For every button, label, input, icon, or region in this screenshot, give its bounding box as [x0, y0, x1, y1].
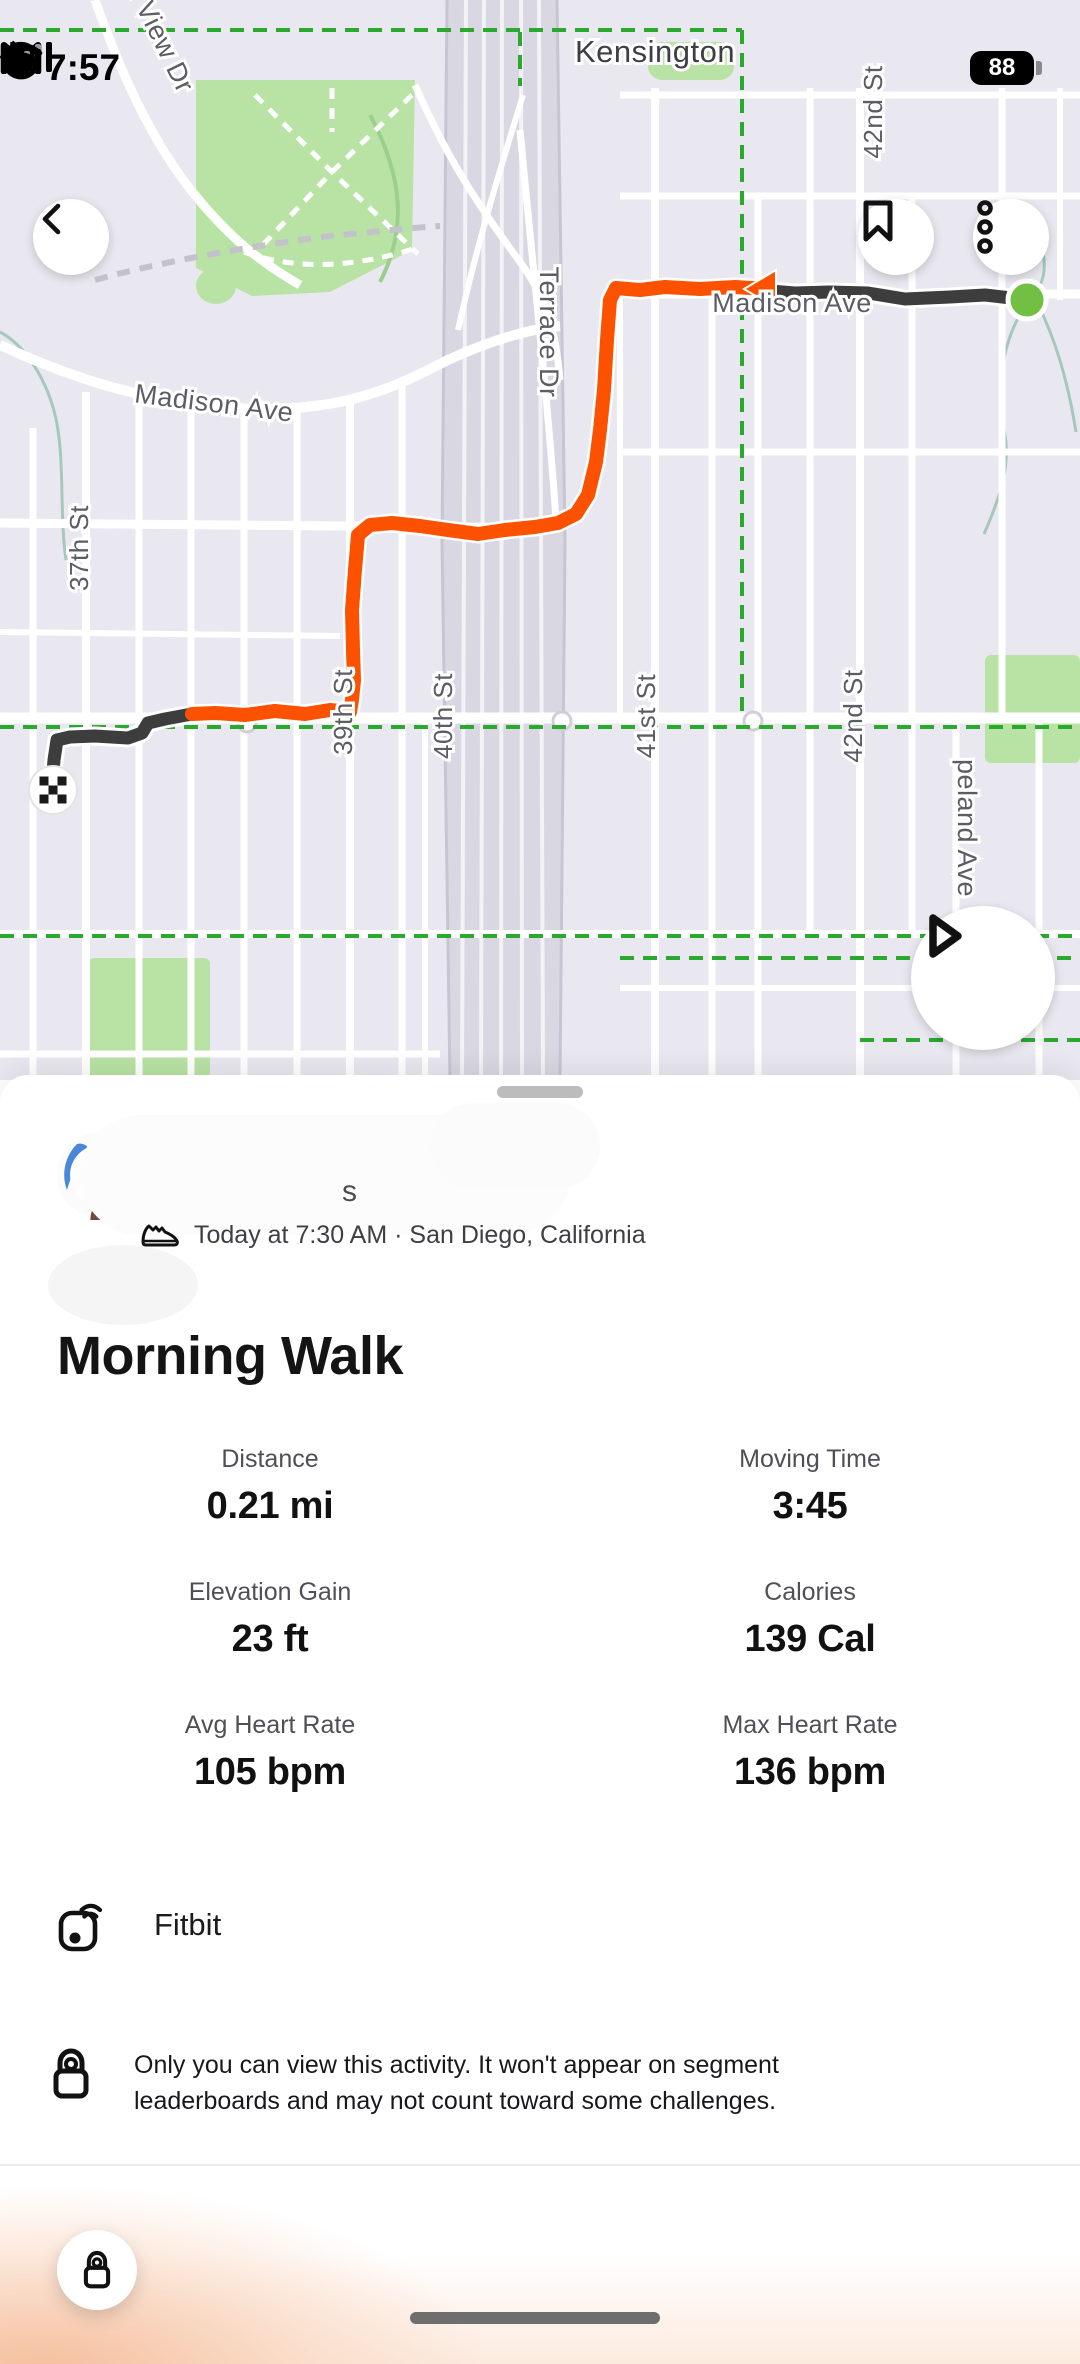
street-label: Kensington [575, 34, 735, 69]
activity-detail-card: s Today at 7:30 AM · San Diego, Californ… [0, 1075, 1080, 2364]
stat-distance: Distance 0.21 mi [0, 1445, 540, 1528]
street-label: 42nd St [858, 65, 888, 158]
route-walked-start-segment [755, 283, 1035, 307]
stat-moving-time: Moving Time 3:45 [540, 1445, 1080, 1528]
stat-value: 136 bpm [733, 1751, 887, 1793]
route-finish-flag [28, 765, 78, 815]
scribble-smudge [48, 1245, 198, 1325]
street-label: Madison Ave [712, 288, 872, 318]
stat-value: 3:45 [772, 1485, 848, 1527]
play-icon [929, 914, 962, 958]
more-options-button[interactable] [973, 199, 1049, 275]
back-button[interactable] [33, 199, 109, 275]
walk-shoe-icon [141, 1224, 179, 1246]
park-stream [368, 114, 400, 283]
activity-title: Morning Walk [57, 1326, 403, 1386]
stat-label: Moving Time [739, 1445, 881, 1473]
activity-date-location: Today at 7:30 AM · San Diego, California [194, 1221, 646, 1249]
athlete-name-remnant: s [342, 1175, 357, 1208]
street-label: 39th St [328, 669, 358, 755]
stat-avg-heart-rate: Avg Heart Rate 105 bpm [0, 1711, 540, 1794]
activity-meta-row: Today at 7:30 AM · San Diego, California [140, 1221, 646, 1250]
route-walked-end-segment [46, 707, 199, 779]
street-label: 42nd St [838, 669, 868, 762]
bookmark-button[interactable] [858, 199, 934, 275]
bottom-gradient [0, 2165, 1080, 2364]
stats-grid: Distance 0.21 mi Moving Time 3:45 Elevat… [0, 1445, 1080, 1794]
street-label: 40th St [428, 673, 458, 759]
privacy-line-2: leaderboards and may not count toward so… [134, 2087, 777, 2115]
device-name: Fitbit [154, 1907, 222, 1942]
route-direction-arrow [742, 268, 777, 310]
play-flyby-button[interactable] [911, 906, 1055, 1050]
chevron-left-icon [42, 203, 61, 235]
road-network [0, 0, 1080, 1080]
battery-icon: 88 [970, 51, 1042, 85]
park-trails [243, 88, 420, 267]
lock-icon [83, 2250, 111, 2289]
privacy-note-row: Only you can view this activity. It won'… [52, 2047, 904, 2119]
stat-label: Distance [221, 1445, 319, 1473]
street-label: Terrace Dr [534, 266, 564, 397]
route-highlight-segment [185, 280, 773, 722]
stat-label: Calories [764, 1578, 856, 1606]
wifi-icon [1, 43, 43, 73]
bookmark-icon [863, 200, 893, 242]
dirt-road [94, 223, 441, 283]
stat-max-heart-rate: Max Heart Rate 136 bpm [540, 1711, 1080, 1794]
street-label: 41st St [631, 674, 661, 759]
recording-device-row: Fitbit [58, 1897, 221, 1953]
street-label: peland Ave [952, 759, 982, 897]
stat-label: Avg Heart Rate [184, 1711, 356, 1739]
kebab-menu-icon [977, 200, 993, 254]
park-areas [88, 42, 1080, 1078]
stat-calories: Calories 139 Cal [540, 1578, 1080, 1661]
stat-value: 23 ft [231, 1618, 309, 1660]
battery-percent: 88 [988, 54, 1016, 81]
neighborhood-boundary [0, 28, 1080, 1042]
status-bar: 7:57 [0, 40, 1080, 96]
lock-icon [53, 2048, 89, 2099]
stat-label: Elevation Gain [188, 1578, 352, 1606]
activity-map[interactable]: Kensington n View Dr Madison Ave Madison Av… [0, 0, 1080, 1080]
stat-value: 139 Cal [744, 1618, 876, 1660]
stat-value: 105 bpm [193, 1751, 347, 1793]
privacy-lock-button[interactable] [57, 2230, 137, 2310]
stat-value: 0.21 mi [206, 1485, 334, 1527]
sheet-drag-handle[interactable] [497, 1086, 583, 1098]
name-scribble [430, 1103, 600, 1189]
stat-elevation-gain: Elevation Gain 23 ft [0, 1578, 540, 1661]
privacy-line-1: Only you can view this activity. It won'… [134, 2051, 779, 2079]
stat-label: Max Heart Rate [722, 1711, 898, 1739]
privacy-note-text: Only you can view this activity. It won'… [134, 2047, 904, 2119]
fitbit-device-icon [58, 1903, 103, 1952]
system-gesture-bar[interactable] [410, 2312, 660, 2324]
clock-time: 7:57 [46, 47, 121, 88]
route-start-marker [1005, 278, 1049, 322]
street-label: 37th St [64, 505, 94, 591]
